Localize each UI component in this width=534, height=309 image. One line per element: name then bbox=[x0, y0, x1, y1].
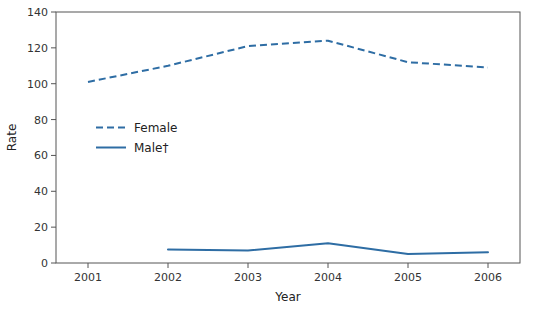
plot-frame bbox=[56, 12, 520, 263]
x-tick-label: 2001 bbox=[74, 271, 102, 284]
axes: 0 20 40 60 80 100 120 140 2001 2002 2003 2004 2005 20… bbox=[27, 6, 502, 284]
y-tick bbox=[51, 191, 56, 192]
y-tick bbox=[51, 47, 56, 48]
chart: 0 20 40 60 80 100 120 140 2001 2002 2003 2004 2005 20… bbox=[0, 0, 534, 309]
y-tick-label: 0 bbox=[41, 257, 48, 270]
series-lines bbox=[88, 41, 488, 254]
y-tick-label: 40 bbox=[34, 185, 48, 198]
legend: Female Male† bbox=[96, 121, 177, 155]
x-tick bbox=[488, 263, 489, 268]
x-tick-label: 2006 bbox=[474, 271, 502, 284]
y-tick-label: 140 bbox=[27, 6, 48, 19]
x-tick bbox=[328, 263, 329, 268]
y-axis-label: Rate bbox=[5, 124, 19, 152]
x-tick bbox=[168, 263, 169, 268]
y-tick-label: 80 bbox=[34, 114, 48, 127]
x-tick bbox=[88, 263, 89, 268]
x-tick-label: 2003 bbox=[234, 271, 262, 284]
legend-swatch bbox=[96, 147, 126, 149]
y-tick bbox=[51, 263, 56, 264]
x-tick-label: 2002 bbox=[154, 271, 182, 284]
legend-label: Male† bbox=[134, 141, 168, 155]
y-tick-label: 100 bbox=[27, 78, 48, 91]
y-tick-label: 120 bbox=[27, 42, 48, 55]
chart-container: 0 20 40 60 80 100 120 140 2001 2002 2003 2004 2005 20… bbox=[0, 0, 534, 309]
series-line bbox=[168, 243, 488, 254]
y-tick bbox=[51, 155, 56, 156]
y-tick bbox=[51, 227, 56, 228]
x-tick bbox=[248, 263, 249, 268]
y-tick-label: 20 bbox=[34, 221, 48, 234]
series-line bbox=[88, 41, 488, 82]
x-tick bbox=[408, 263, 409, 268]
legend-swatch bbox=[96, 127, 126, 129]
y-tick bbox=[51, 12, 56, 13]
x-tick-label: 2004 bbox=[314, 271, 342, 284]
legend-label: Female bbox=[134, 121, 177, 135]
y-tick bbox=[51, 83, 56, 84]
y-tick-label: 60 bbox=[34, 149, 48, 162]
y-tick bbox=[51, 119, 56, 120]
x-axis-label: Year bbox=[274, 290, 300, 304]
x-tick-label: 2005 bbox=[394, 271, 422, 284]
